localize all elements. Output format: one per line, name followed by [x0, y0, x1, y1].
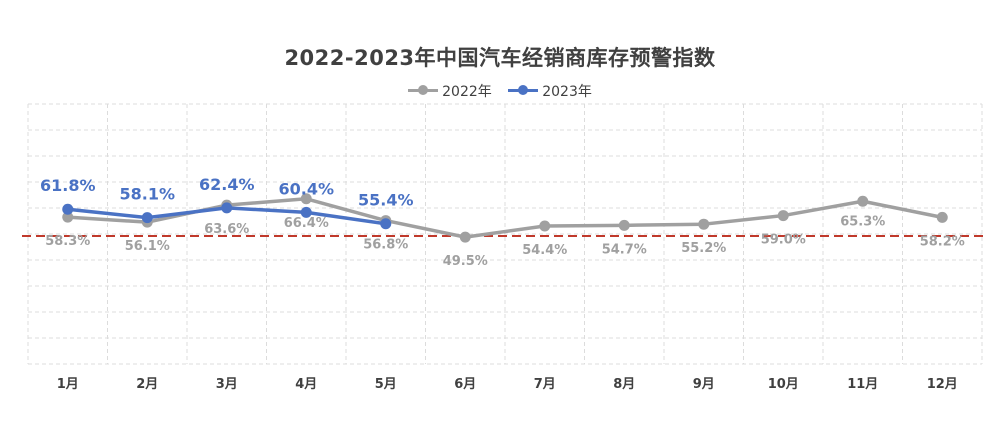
- x-tick-label: 10月: [768, 377, 799, 392]
- data-point: [698, 218, 710, 230]
- data-label: 54.4%: [522, 243, 567, 258]
- legend-swatch-2023: [508, 85, 539, 95]
- data-point: [300, 206, 312, 218]
- data-point: [300, 193, 312, 205]
- legend-label-2022: 2022年: [442, 83, 492, 100]
- data-label: 54.7%: [602, 242, 647, 257]
- data-label: 62.4%: [199, 175, 255, 194]
- data-point: [380, 218, 392, 230]
- legend-label-2023: 2023年: [542, 83, 592, 100]
- data-label: 56.8%: [363, 238, 408, 253]
- chart-title: 2022-2023年中国汽车经销商库存预警指数: [284, 46, 716, 70]
- data-label: 49.5%: [443, 254, 488, 269]
- data-label: 58.2%: [920, 234, 965, 249]
- data-label: 55.4%: [358, 191, 414, 210]
- x-tick-label: 3月: [216, 377, 238, 392]
- data-label: 55.2%: [681, 241, 726, 256]
- x-tick-label: 8月: [613, 377, 635, 392]
- legend-item-2022: 2022年: [408, 81, 492, 101]
- data-label: 63.6%: [204, 222, 249, 237]
- x-tick-label: 11月: [847, 377, 878, 392]
- x-tick-label: 6月: [454, 377, 476, 392]
- data-point: [62, 211, 74, 223]
- data-label: 66.4%: [284, 216, 329, 231]
- data-point: [539, 220, 551, 232]
- x-tick-label: 7月: [534, 377, 556, 392]
- data-label: 58.1%: [119, 185, 175, 204]
- legend: 2022年 2023年: [0, 80, 1000, 101]
- x-tick-label: 1月: [57, 377, 79, 392]
- x-tick-label: 5月: [375, 377, 397, 392]
- data-point: [618, 219, 630, 231]
- data-point: [221, 202, 233, 214]
- x-tick-label: 9月: [693, 377, 715, 392]
- data-label: 61.8%: [40, 176, 96, 195]
- data-point: [777, 210, 789, 222]
- data-label: 65.3%: [840, 214, 885, 229]
- data-point: [857, 195, 869, 207]
- data-label: 56.1%: [125, 239, 170, 254]
- data-label: 58.3%: [45, 234, 90, 249]
- legend-item-2023: 2023年: [508, 81, 592, 101]
- data-point: [62, 203, 74, 215]
- x-tick-label: 4月: [295, 377, 317, 392]
- data-point: [936, 211, 948, 223]
- data-label: 59.0%: [761, 233, 806, 248]
- x-tick-label: 12月: [927, 377, 958, 392]
- x-tick-label: 2月: [136, 377, 158, 392]
- legend-swatch-2022: [408, 85, 439, 95]
- data-point: [459, 231, 471, 243]
- data-label: 60.4%: [278, 179, 334, 198]
- data-point: [141, 212, 153, 224]
